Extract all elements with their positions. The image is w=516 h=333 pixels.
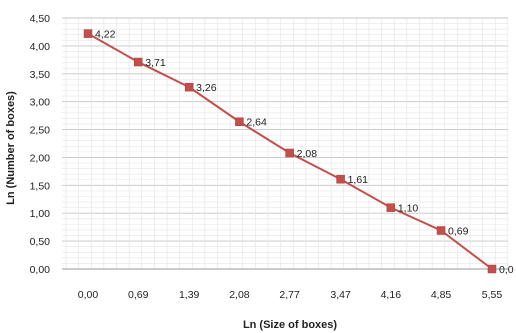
gridlines	[62, 17, 509, 270]
data-label: 1,61	[348, 174, 369, 186]
y-tick-label: 0,00	[30, 264, 51, 276]
x-tick-label: 5,55	[482, 289, 503, 301]
data-label: 2,64	[246, 117, 267, 129]
x-tick-label: 3,47	[330, 289, 351, 301]
x-tick-label: 4,16	[381, 289, 402, 301]
data-point-marker	[336, 174, 345, 184]
y-tick-label: 4,50	[30, 13, 51, 25]
y-tick-label: 1,00	[30, 208, 51, 220]
data-label: 1,10	[398, 203, 419, 215]
y-tick-label: 2,00	[30, 152, 51, 164]
y-tick-label: 2,50	[30, 125, 51, 137]
data-labels: 4,22 3,71 3,26 2,64 2,08 1,61 1,10 0,69 0,0	[95, 29, 514, 276]
data-point-marker	[386, 203, 396, 212]
data-point-marker	[133, 57, 143, 67]
data-markers	[83, 29, 497, 274]
x-tick-label: 2,77	[279, 289, 300, 301]
x-tick-label: 0,69	[128, 289, 149, 301]
x-axis-title: Ln (Size of boxes)	[243, 319, 337, 331]
y-tick-label: 3,00	[30, 97, 51, 109]
data-point-marker	[487, 264, 497, 274]
data-point-marker	[436, 226, 446, 235]
y-tick-label: 0,50	[30, 236, 51, 248]
x-tick-label: 0,00	[78, 289, 99, 301]
y-axis-title: Ln (Number of boxes)	[5, 91, 17, 205]
x-tick-label: 4,85	[431, 289, 452, 301]
y-axis-tick-labels: 0,00 0,50 1,00 1,50 2,00 2,50 3,00 3,50 4,00 4,50	[30, 13, 51, 276]
data-point-marker	[235, 117, 244, 126]
data-label: 3,71	[145, 57, 166, 69]
x-tick-label: 2,08	[229, 289, 250, 301]
x-tick-label: 1,39	[179, 289, 200, 301]
data-point-marker	[83, 29, 93, 38]
y-tick-label: 1,50	[30, 180, 51, 192]
data-label: 0,0	[499, 264, 514, 276]
data-label: 3,26	[196, 82, 217, 94]
x-axis-tick-labels: 0,00 0,69 1,39 2,08 2,77 3,47 4,16 4,85 5,55	[78, 289, 503, 301]
y-tick-label: 4,00	[30, 41, 51, 53]
y-tick-label: 3,50	[30, 69, 51, 81]
data-point-marker	[184, 82, 194, 92]
data-point-marker	[285, 148, 294, 158]
data-label: 0,69	[448, 226, 469, 238]
data-label: 4,22	[95, 29, 116, 41]
data-label: 2,08	[297, 148, 318, 160]
